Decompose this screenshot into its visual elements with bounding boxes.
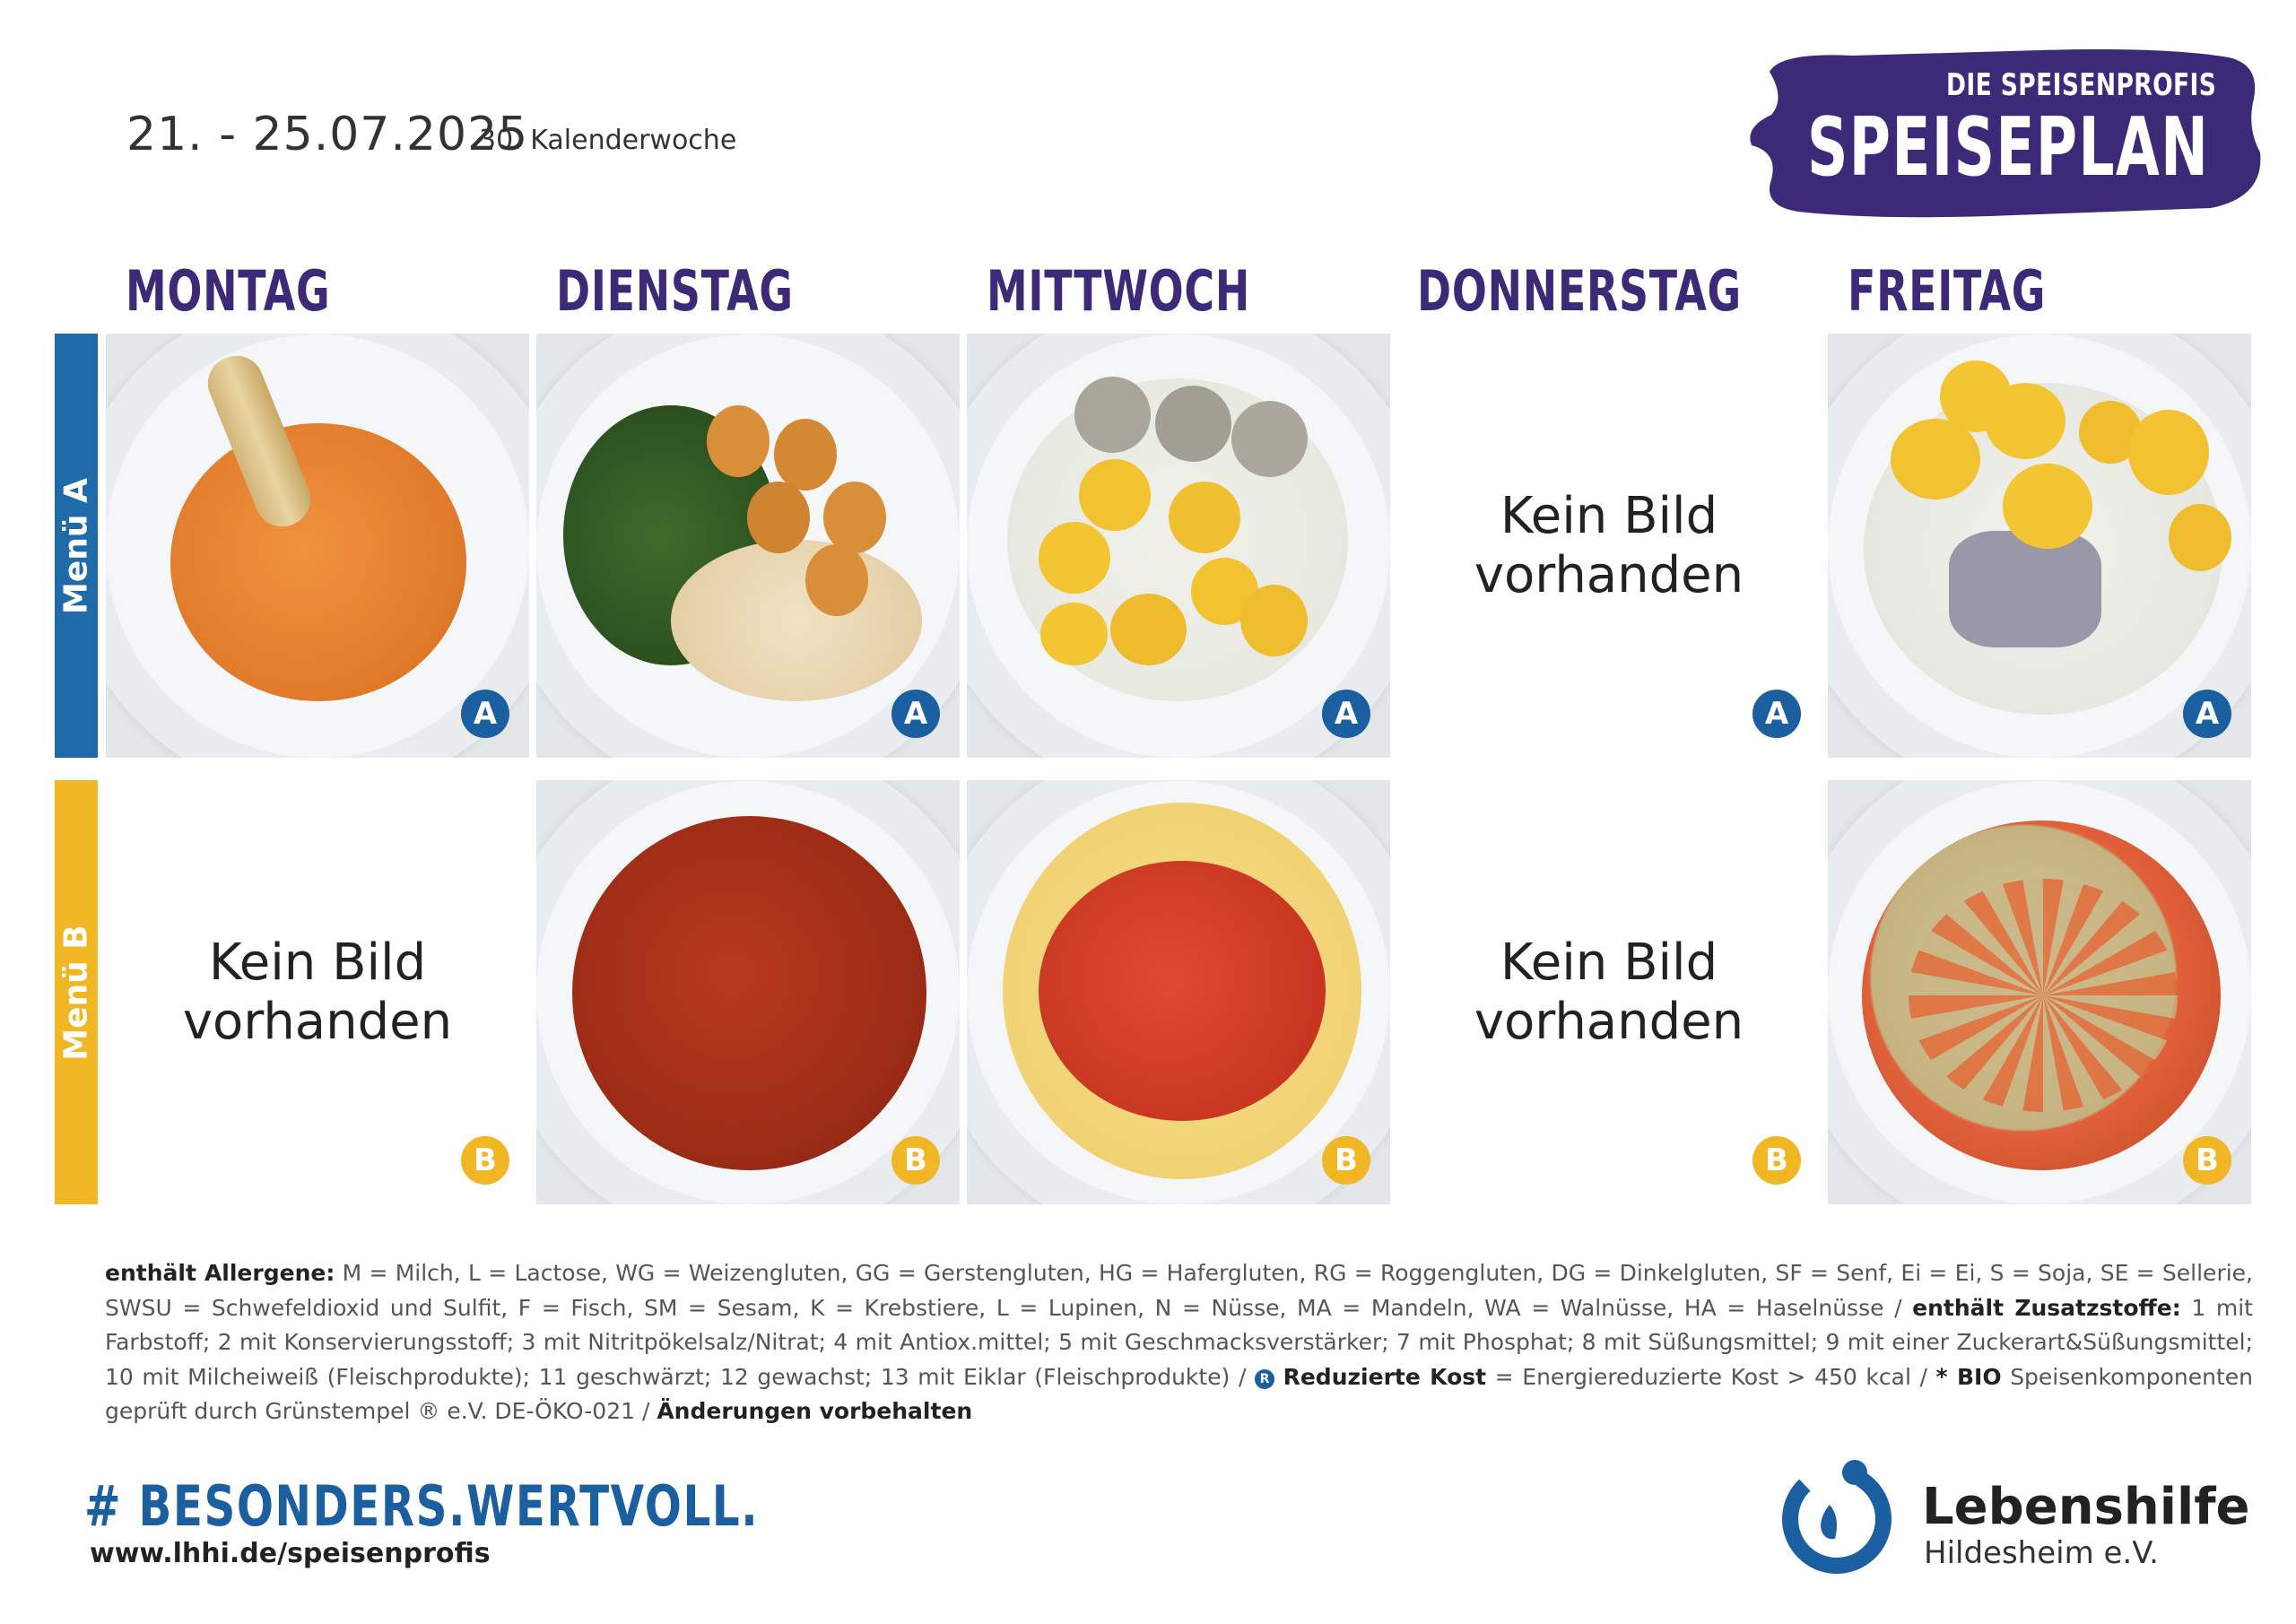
potato	[1079, 459, 1151, 531]
badge-b: B	[2183, 1136, 2231, 1185]
meal-cell-thursday-a: Kein Bild vorhanden A	[1397, 334, 1821, 758]
brand-tagline: DIE SPEISENPROFIS	[1946, 67, 2217, 103]
reduced-text: = Energiereduzierte Kost > 450 kcal /	[1494, 1363, 1927, 1390]
org-subtitle: Hildesheim e.V.	[1924, 1535, 2159, 1571]
potato	[2003, 464, 2092, 549]
badge-b: B	[1752, 1136, 1801, 1185]
carrot-pieces	[1909, 879, 2178, 1112]
bio-text: Speisenkomponenten geprüft durch Grünste…	[105, 1363, 2254, 1425]
meal-photo-friday-a: A	[1828, 334, 2251, 758]
menu-a-label: Menü A	[57, 477, 95, 614]
bio-title: * BIO	[1935, 1363, 2002, 1390]
potato	[2169, 504, 2231, 571]
menu-b-tab: Menü B	[55, 780, 98, 1204]
menu-b-label: Menü B	[57, 924, 95, 1061]
no-image-text: Kein Bild vorhanden	[182, 933, 453, 1051]
badge-b: B	[1322, 1136, 1370, 1185]
speiseplan-logo-brush	[1750, 49, 2261, 218]
org-name: Lebenshilfe	[1922, 1478, 2250, 1536]
potato	[1169, 482, 1240, 553]
day-friday: FREITAG	[1848, 258, 2047, 324]
meal-photo-wednesday-a: A	[967, 334, 1390, 758]
rice	[671, 540, 922, 701]
potato	[1040, 603, 1108, 665]
potato	[1985, 383, 2066, 459]
badge-a: A	[461, 690, 509, 738]
croquette	[707, 405, 770, 477]
date-range: 21. - 25.07.2025	[126, 108, 529, 161]
badge-a: A	[891, 690, 940, 738]
brand-title: SPEISEPLAN	[1807, 100, 2210, 195]
meal-photo-monday-a: A	[106, 334, 529, 758]
croquette	[823, 482, 886, 553]
calendar-week: 30. Kalenderwoche	[479, 125, 737, 156]
potato	[1110, 594, 1187, 665]
potato	[2128, 410, 2209, 495]
allergen-text: M = Milch, L = Lactose, WG = Weizenglute…	[105, 1260, 2253, 1321]
allergen-legend: enthält Allergene: M = Milch, L = Lactos…	[105, 1256, 2253, 1429]
meal-photo-tuesday-b: B	[536, 780, 960, 1204]
meal-photo-tuesday-a: A	[536, 334, 960, 758]
additive-text: 1 mit Farbstoff; 2 mit Konservierungssto…	[105, 1294, 2253, 1390]
meal-cell-monday-b: Kein Bild vorhanden B	[106, 780, 529, 1204]
croquette	[774, 419, 837, 491]
herring	[1949, 531, 2101, 647]
badge-a: A	[1752, 690, 1801, 738]
additive-title: enthält Zusatzstoffe:	[1912, 1294, 2181, 1321]
dumpling	[1155, 386, 1231, 462]
day-monday: MONTAG	[126, 258, 331, 324]
badge-b: B	[891, 1136, 940, 1185]
badge-a: A	[2183, 690, 2231, 738]
day-thursday: DONNERSTAG	[1417, 258, 1742, 324]
reduced-icon: R	[1254, 1368, 1274, 1389]
day-wednesday: MITTWOCH	[987, 258, 1250, 324]
no-image-text: Kein Bild vorhanden	[1474, 486, 1744, 604]
tomato-sauce	[1039, 861, 1326, 1121]
reduced-title: Reduzierte Kost	[1283, 1363, 1487, 1390]
badge-b: B	[461, 1136, 509, 1185]
croquette	[747, 482, 810, 553]
chili	[572, 816, 926, 1170]
no-image-text: Kein Bild vorhanden	[1474, 933, 1744, 1051]
potato	[1891, 419, 1980, 499]
meal-cell-thursday-b: Kein Bild vorhanden B	[1397, 780, 1821, 1204]
dumpling	[1074, 377, 1151, 453]
website-link[interactable]: www.lhhi.de/speisenprofis	[90, 1538, 491, 1569]
croquette	[805, 544, 868, 616]
lebenshilfe-logo-icon	[1782, 1460, 1892, 1574]
allergen-title: enthält Allergene:	[105, 1260, 335, 1286]
badge-a: A	[1322, 690, 1370, 738]
menu-a-tab: Menü A	[55, 334, 98, 758]
day-tuesday: DIENSTAG	[556, 258, 794, 324]
meal-photo-wednesday-b: B	[967, 780, 1390, 1204]
hashtag: # BESONDERS.WERTVOLL.	[84, 1473, 760, 1539]
dumpling	[1231, 401, 1308, 477]
potato	[1240, 585, 1308, 656]
meal-photo-friday-b: B	[1828, 780, 2251, 1204]
potato	[1039, 522, 1110, 594]
changes-note: Änderungen vorbehalten	[657, 1398, 973, 1424]
soup	[170, 423, 466, 701]
